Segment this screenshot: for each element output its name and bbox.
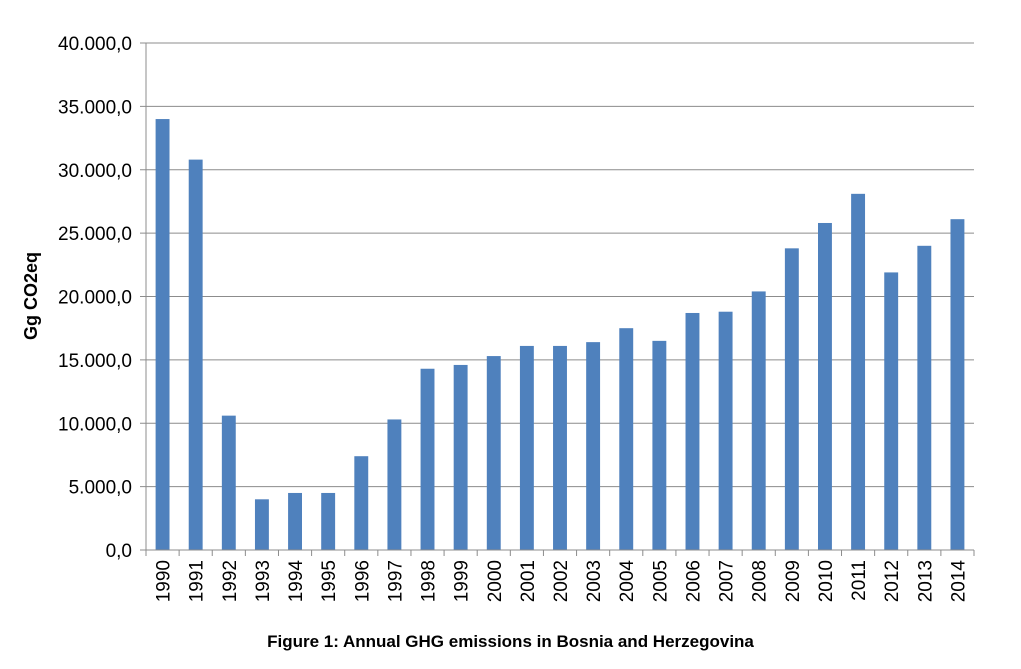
bar <box>751 291 766 550</box>
x-tick-label: 2007 <box>717 560 738 602</box>
bar <box>321 492 336 550</box>
figure-caption: Figure 1: Annual GHG emissions in Bosnia… <box>267 632 754 651</box>
y-axis-label: Gg CO2eq <box>21 252 41 340</box>
x-tick-label: 1994 <box>286 560 307 603</box>
bar <box>884 272 899 550</box>
bar <box>586 342 601 550</box>
x-tick-label: 1999 <box>452 560 473 602</box>
x-tick-label: 1997 <box>385 560 406 602</box>
x-tick-label: 1990 <box>154 560 175 602</box>
x-tick-label: 2001 <box>518 560 539 602</box>
x-tick-label: 2004 <box>617 560 638 603</box>
x-tick-label: 1995 <box>319 560 340 602</box>
bar <box>188 159 203 551</box>
bar <box>387 419 402 550</box>
y-tick-label: 20.000,0 <box>58 288 132 309</box>
y-tick-label: 35.000,0 <box>58 97 132 118</box>
y-tick-label: 40.000,0 <box>58 34 132 55</box>
bar <box>354 456 369 550</box>
x-tick-label: 2008 <box>750 560 771 602</box>
y-tick-label: 30.000,0 <box>58 161 132 182</box>
bars <box>155 119 965 551</box>
x-tick-label: 2000 <box>485 560 506 602</box>
x-tick-label: 2014 <box>948 560 969 603</box>
bar <box>519 345 534 550</box>
bar <box>155 119 170 551</box>
y-tick-labels: 0,0 5.000,0 10.000,0 15.000,0 20.000,0 25.000… <box>58 34 132 562</box>
bar <box>453 364 468 550</box>
x-tick-label: 2013 <box>915 560 936 602</box>
bar <box>718 311 733 550</box>
x-tick-labels: 1990 1991 1992 1993 1994 1995 1996 1997 1998 1999… <box>154 560 970 603</box>
bar <box>420 368 435 550</box>
bar <box>288 492 302 550</box>
x-tick-label: 2002 <box>551 560 572 602</box>
y-tick-label: 5.000,0 <box>69 478 132 499</box>
x-tick-label: 1992 <box>220 560 241 602</box>
x-tick-label: 2003 <box>584 560 605 602</box>
bar <box>553 345 567 550</box>
x-tick-label: 2012 <box>882 560 903 602</box>
y-tick-label: 15.000,0 <box>58 351 132 372</box>
bar <box>851 193 866 550</box>
bar <box>221 415 236 550</box>
x-tick-label: 2011 <box>849 560 870 601</box>
x-tick-label: 2009 <box>783 560 804 602</box>
bar <box>254 499 269 550</box>
x-tick-label: 2010 <box>816 560 837 602</box>
bar <box>619 328 634 550</box>
bar-chart: 0,0 5.000,0 10.000,0 15.000,0 20.000,0 25.000… <box>21 34 975 603</box>
bar <box>784 248 799 550</box>
bar <box>685 312 700 550</box>
y-tick-label: 25.000,0 <box>58 224 132 245</box>
x-tick-label: 1998 <box>419 560 440 602</box>
x-tick-label: 1991 <box>187 560 208 602</box>
x-tick-label: 2006 <box>683 560 704 602</box>
x-tick-label: 1993 <box>253 560 274 602</box>
bar <box>917 245 932 551</box>
bar <box>950 219 965 550</box>
y-tick-label: 0,0 <box>106 541 132 562</box>
bar <box>818 222 832 551</box>
x-tick-label: 2005 <box>650 560 671 602</box>
y-tick-label: 10.000,0 <box>58 414 132 435</box>
x-tick-label: 1996 <box>352 560 373 602</box>
bar <box>652 340 667 550</box>
axes <box>145 43 974 551</box>
bar <box>486 356 501 550</box>
